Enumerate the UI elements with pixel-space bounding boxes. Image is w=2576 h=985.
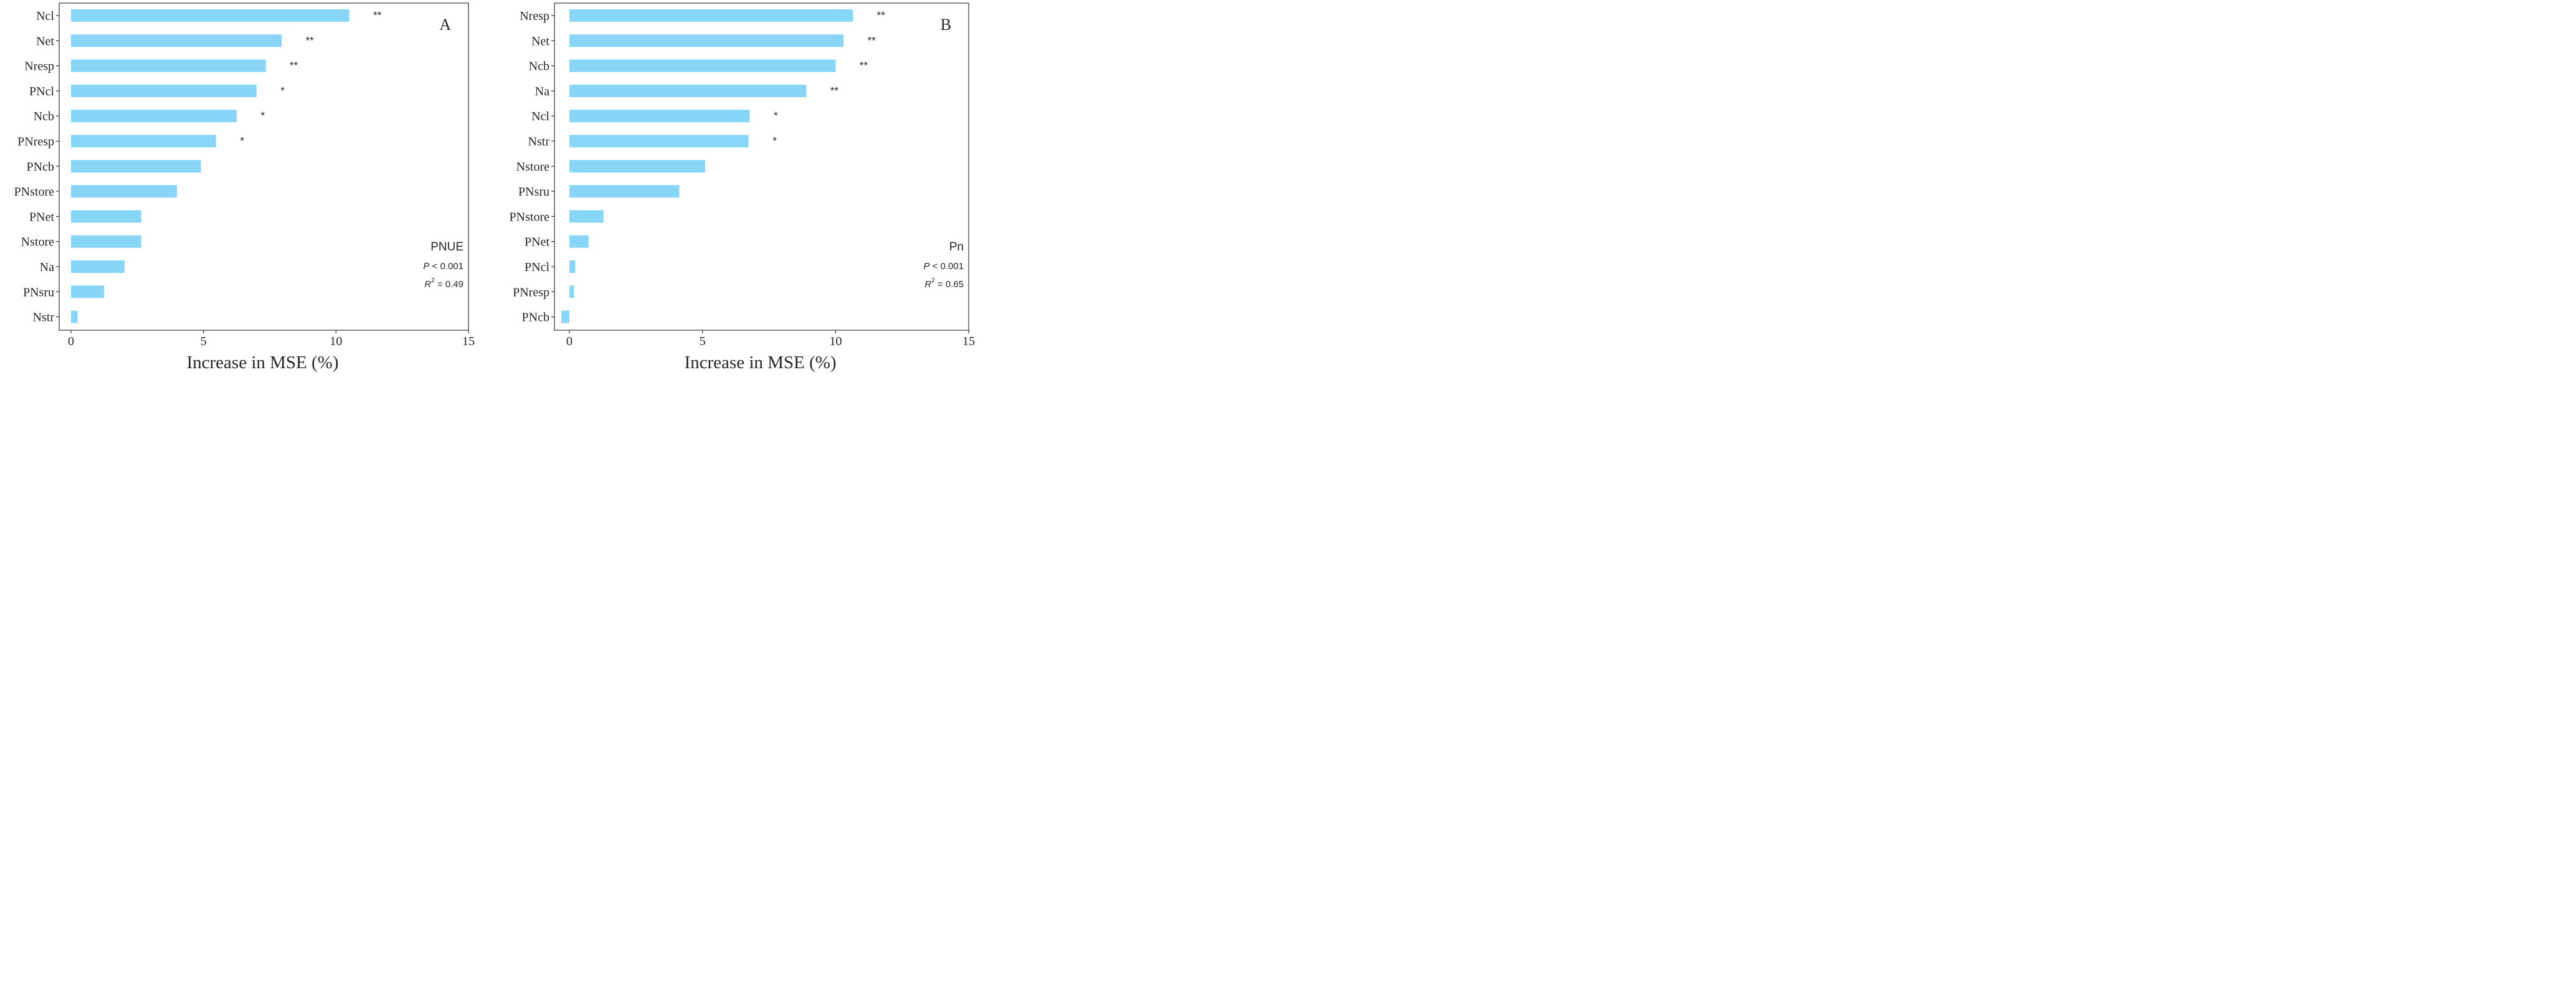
- bar-ncb: [71, 110, 237, 123]
- r-squared-value: = 0.65: [935, 279, 964, 290]
- bar-nstore: [71, 235, 141, 248]
- y-tick-label: PNresp: [513, 285, 549, 299]
- figure: Ncl Net Nresp PNcl Ncb PNresp PNcb PNstore PNet N…: [0, 0, 976, 374]
- bar-pnsru: [71, 285, 105, 298]
- y-tick-label: Nstore: [21, 236, 54, 249]
- significance-label: **: [830, 85, 839, 97]
- bar-pncb: [561, 310, 569, 323]
- significance-label: *: [261, 110, 265, 121]
- bar-ncl: [71, 9, 349, 22]
- x-tick-label: 5: [201, 335, 207, 348]
- y-tick-label: Ncb: [34, 110, 54, 123]
- significance-label: *: [774, 110, 778, 121]
- bar-nresp: [71, 59, 266, 72]
- x-tick-label: 5: [700, 335, 706, 348]
- p-value-text: P < 0.001: [923, 261, 964, 272]
- y-tick-label: PNstore: [510, 210, 550, 224]
- x-axis-title: Increase in MSE (%): [187, 353, 339, 373]
- panel-b: Nresp Net Ncb Na Ncl Nstr Nstore PNsru PNstore PN…: [510, 2, 975, 373]
- x-tick-label: 10: [829, 335, 842, 348]
- panel-label: B: [941, 16, 951, 34]
- r-squared-text: R2 = 0.65: [924, 277, 964, 290]
- x-tick-label: 0: [68, 335, 74, 348]
- p-value-text: P < 0.001: [423, 261, 463, 272]
- figure-svg: NclNetNrespPNclNcbPNrespPNcbPNstorePNetN…: [14, 2, 975, 373]
- significance-label: **: [373, 9, 382, 21]
- y-tick-label: Na: [40, 260, 54, 274]
- bar-pnstore: [569, 210, 604, 223]
- significance-label: **: [290, 60, 298, 72]
- response-label: PNUE: [430, 240, 463, 254]
- response-label: Pn: [949, 240, 964, 254]
- y-tick-label: PNet: [29, 210, 54, 224]
- p-value: < 0.001: [929, 261, 964, 272]
- significance-label: *: [772, 135, 777, 147]
- bar-pnresp: [569, 285, 574, 298]
- y-tick-label: Net: [531, 34, 549, 48]
- x-axis-title: Increase in MSE (%): [685, 353, 837, 373]
- y-tick-label: Nstr: [33, 311, 55, 325]
- bar-nstr: [71, 310, 78, 323]
- y-tick-label: Nresp: [24, 60, 54, 74]
- panel-label: A: [439, 16, 451, 34]
- bar-net: [569, 34, 844, 47]
- y-tick-label: Na: [535, 85, 549, 98]
- r-squared-value: = 0.49: [435, 279, 463, 290]
- r-symbol: R: [924, 279, 931, 290]
- y-tick-label: PNet: [525, 236, 549, 249]
- bar-pnsru: [569, 185, 680, 198]
- y-tick-label: PNcb: [27, 160, 54, 174]
- p-value: < 0.001: [429, 261, 463, 272]
- significance-label: **: [306, 34, 315, 46]
- x-tick-label: 15: [962, 335, 975, 348]
- bar-na: [569, 84, 807, 97]
- y-tick-label: Ncl: [531, 110, 549, 123]
- bar-pnet: [569, 235, 589, 248]
- bar-ncl: [569, 110, 750, 123]
- y-tick-label: PNcl: [29, 85, 54, 98]
- significance-label: **: [868, 34, 877, 46]
- bar-pncb: [71, 159, 201, 173]
- r-exponent: 2: [931, 277, 935, 284]
- bar-pncl: [71, 84, 257, 97]
- bar-nstore: [569, 159, 705, 173]
- bar-pnstore: [71, 185, 178, 198]
- x-tick-label: 15: [462, 335, 475, 348]
- bar-pncl: [569, 260, 576, 273]
- y-tick-label: PNstore: [14, 185, 55, 199]
- bar-nresp: [569, 9, 853, 22]
- x-tick-label: 0: [566, 335, 573, 348]
- p-symbol: P: [923, 261, 929, 272]
- y-tick-label: PNresp: [17, 135, 54, 149]
- y-tick-label: Nresp: [520, 9, 549, 23]
- bar-nstr: [569, 135, 749, 148]
- plot-frame: [59, 2, 469, 331]
- significance-label: **: [877, 9, 885, 21]
- plot-frame: [554, 2, 969, 331]
- r-exponent: 2: [431, 277, 435, 284]
- r-symbol: R: [424, 279, 431, 290]
- significance-label: *: [280, 85, 285, 97]
- y-tick-label: PNsru: [23, 285, 54, 299]
- p-symbol: P: [423, 261, 429, 272]
- bar-ncb: [569, 59, 836, 72]
- y-tick-label: Nstr: [528, 135, 550, 149]
- y-tick-label: PNcl: [525, 260, 549, 274]
- significance-label: *: [240, 135, 244, 147]
- y-tick-label: Net: [36, 34, 54, 48]
- bar-pnresp: [71, 135, 216, 148]
- y-tick-label: PNsru: [518, 185, 549, 199]
- r-squared-text: R2 = 0.49: [424, 277, 463, 290]
- y-tick-label: Ncl: [36, 9, 54, 23]
- y-tick-label: Nstore: [516, 160, 549, 174]
- bar-pnet: [71, 210, 141, 223]
- x-tick-label: 10: [330, 335, 342, 348]
- significance-label: **: [860, 60, 868, 72]
- bar-na: [71, 260, 125, 273]
- bar-net: [71, 34, 282, 47]
- y-tick-label: PNcb: [522, 311, 549, 325]
- panel-a: NclNetNrespPNclNcbPNrespPNcbPNstorePNetN…: [14, 2, 475, 373]
- y-tick-label: Ncb: [529, 60, 549, 74]
